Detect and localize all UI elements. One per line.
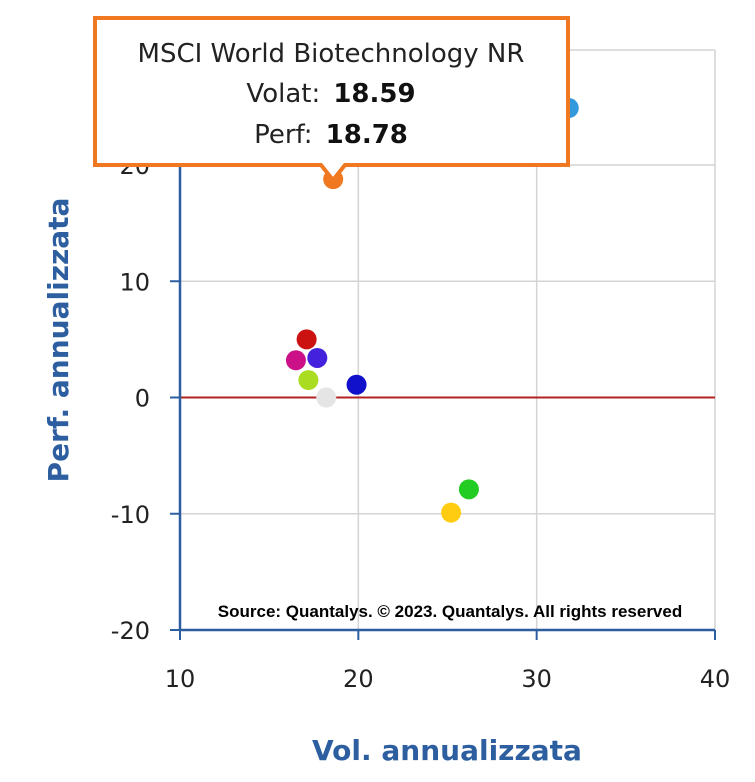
data-point[interactable] [441,502,462,523]
tooltip-volat-label: Volat: [246,79,320,109]
tooltip-volat-line: Volat: 18.59 [246,79,415,109]
data-point[interactable] [316,387,337,408]
x-axis-title: Vol. annualizzata [312,734,582,767]
x-tick-label: 10 [165,665,196,693]
data-point[interactable] [346,374,367,395]
x-tick-label: 40 [700,665,731,693]
source-note: Source: Quantalys. © 2023. Quantalys. Al… [218,602,682,621]
y-tick-label: -20 [111,617,150,645]
x-tick-label: 20 [343,665,374,693]
tooltip-box [93,16,570,184]
data-point[interactable] [298,370,319,391]
tooltip-perf-label: Perf: [254,120,312,150]
tooltip-volat-value: 18.59 [333,79,415,109]
x-tick-label: 30 [521,665,552,693]
data-point[interactable] [296,329,317,350]
data-point[interactable] [458,479,479,500]
tooltip: MSCI World Biotechnology NR Volat: 18.59… [93,16,570,184]
y-tick-label: 10 [119,268,150,296]
data-point[interactable] [285,350,306,371]
data-point[interactable] [307,347,328,368]
tooltip-perf-line: Perf: 18.78 [254,120,408,150]
y-tick-label: -10 [111,501,150,529]
tooltip-perf-value: 18.78 [326,120,408,150]
y-tick-label: 0 [135,385,150,413]
y-axis-title: Perf. annualizzata [42,198,75,483]
tooltip-title: MSCI World Biotechnology NR [138,39,525,69]
